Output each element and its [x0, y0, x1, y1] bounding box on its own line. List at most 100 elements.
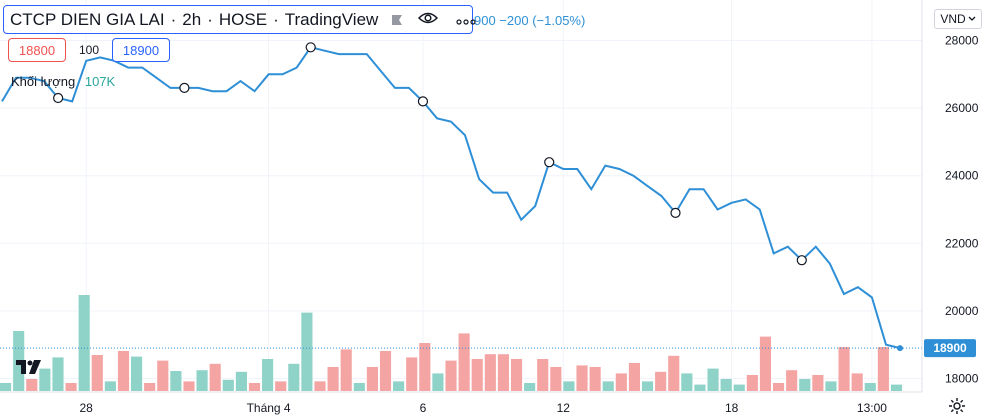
volume-bar	[838, 347, 850, 391]
volume-bar	[52, 357, 64, 391]
volume-bar	[104, 381, 116, 391]
symbol-title-box[interactable]: CTCP DIEN GIA LAI · 2h · HOSE · TradingV…	[3, 5, 476, 34]
buy-price-button[interactable]: 18900	[112, 38, 170, 62]
volume-bar	[707, 368, 719, 391]
volume-bar	[537, 359, 549, 391]
exchange-label: HOSE	[218, 9, 268, 29]
currency-selector[interactable]: VND	[934, 9, 982, 29]
volume-bar	[170, 371, 182, 391]
volume-bar	[694, 384, 706, 391]
volume-bar	[733, 384, 745, 391]
flag-icon[interactable]	[390, 13, 404, 27]
volume-bar	[340, 349, 352, 391]
series-marker	[670, 207, 681, 218]
time-tick-label: 6	[420, 401, 427, 415]
price-tick-label: 22000	[945, 236, 979, 250]
more-dots-icon[interactable]	[456, 9, 476, 30]
volume-bar	[877, 347, 889, 391]
last-point-dot	[897, 345, 903, 352]
volume-bar	[812, 375, 824, 391]
volume-bar	[458, 333, 470, 391]
volume-bar	[799, 379, 811, 391]
price-tick-label: 18000	[945, 371, 979, 385]
volume-bar	[117, 351, 130, 391]
price-series-line	[1, 46, 901, 350]
price-tick-label: 24000	[945, 169, 979, 183]
volume-bar	[393, 381, 405, 391]
volume-bar	[786, 370, 798, 391]
volume-bar	[890, 384, 903, 391]
price-change-text: 900 −200 (−1.05%)	[474, 13, 586, 28]
volume-bar	[484, 354, 496, 391]
volume-bar	[563, 381, 575, 391]
time-tick-label: 28	[80, 401, 94, 415]
volume-bar	[301, 312, 313, 391]
series-marker	[179, 82, 190, 93]
eye-icon[interactable]	[418, 10, 439, 30]
volume-bar	[772, 383, 785, 391]
volume-bar	[183, 381, 195, 391]
volume-bar	[668, 355, 680, 391]
volume-bar	[327, 367, 339, 391]
time-tick-label: 13:00	[857, 401, 887, 415]
price-tick-label: 26000	[945, 101, 979, 115]
time-tick-label: 12	[557, 401, 571, 415]
series-marker	[305, 42, 316, 53]
volume-bar	[576, 365, 588, 391]
volume-bar	[78, 295, 90, 391]
price-axis: 28000 26000 24000 22000 20000 18000	[945, 34, 979, 386]
volume-bar	[589, 367, 601, 391]
volume-bar	[851, 373, 863, 391]
spread-value: 100	[78, 43, 100, 57]
volume-bar	[864, 383, 876, 391]
volume-bar	[746, 375, 758, 391]
volume-bar	[406, 357, 418, 391]
volume-bar	[262, 359, 274, 391]
sell-price-button[interactable]: 18800	[8, 38, 66, 62]
tradingview-logo	[14, 356, 44, 378]
chevron-down-icon	[968, 16, 976, 21]
series-markers	[53, 42, 903, 352]
volume-bar	[628, 363, 641, 391]
volume-bar	[524, 383, 536, 391]
volume-bar	[681, 373, 693, 391]
series-marker	[796, 255, 807, 266]
separator-dot: ·	[273, 9, 279, 29]
volume-bar	[222, 379, 234, 391]
time-tick-label: Tháng 4	[247, 401, 291, 415]
volume-bar	[497, 354, 509, 391]
gear-icon[interactable]	[948, 397, 966, 415]
volume-bar	[288, 363, 300, 391]
current-price-label: 18900	[924, 339, 976, 358]
volume-bar	[144, 383, 156, 391]
volume-bar	[641, 381, 654, 391]
volume-bar	[157, 360, 169, 391]
series-marker	[544, 157, 555, 168]
volume-value: 107K	[84, 74, 116, 89]
separator-dot: ·	[207, 9, 213, 29]
volume-bar	[825, 381, 837, 391]
volume-bar	[196, 370, 208, 391]
volume-bar	[248, 383, 261, 391]
volume-bar	[314, 381, 326, 391]
current-price-value: 18900	[933, 341, 967, 355]
volume-bar	[26, 379, 38, 391]
volume-bar	[353, 383, 365, 391]
volume-bar	[445, 360, 457, 391]
series-marker	[53, 92, 64, 104]
volume-bar	[655, 371, 667, 391]
volume-bar	[65, 383, 77, 391]
volume-bar	[131, 356, 143, 391]
volume-bar	[720, 379, 732, 391]
volume-bar	[432, 373, 444, 391]
volume-bar	[510, 359, 523, 391]
volume-label: Khối lượng	[11, 74, 76, 89]
volume-bar	[379, 351, 392, 391]
volume-bar	[602, 381, 614, 391]
symbol-name: CTCP DIEN GIA LAI	[10, 9, 165, 29]
volume-bar	[550, 367, 562, 391]
price-tick-label: 20000	[945, 304, 979, 318]
volume-bar	[209, 363, 221, 391]
